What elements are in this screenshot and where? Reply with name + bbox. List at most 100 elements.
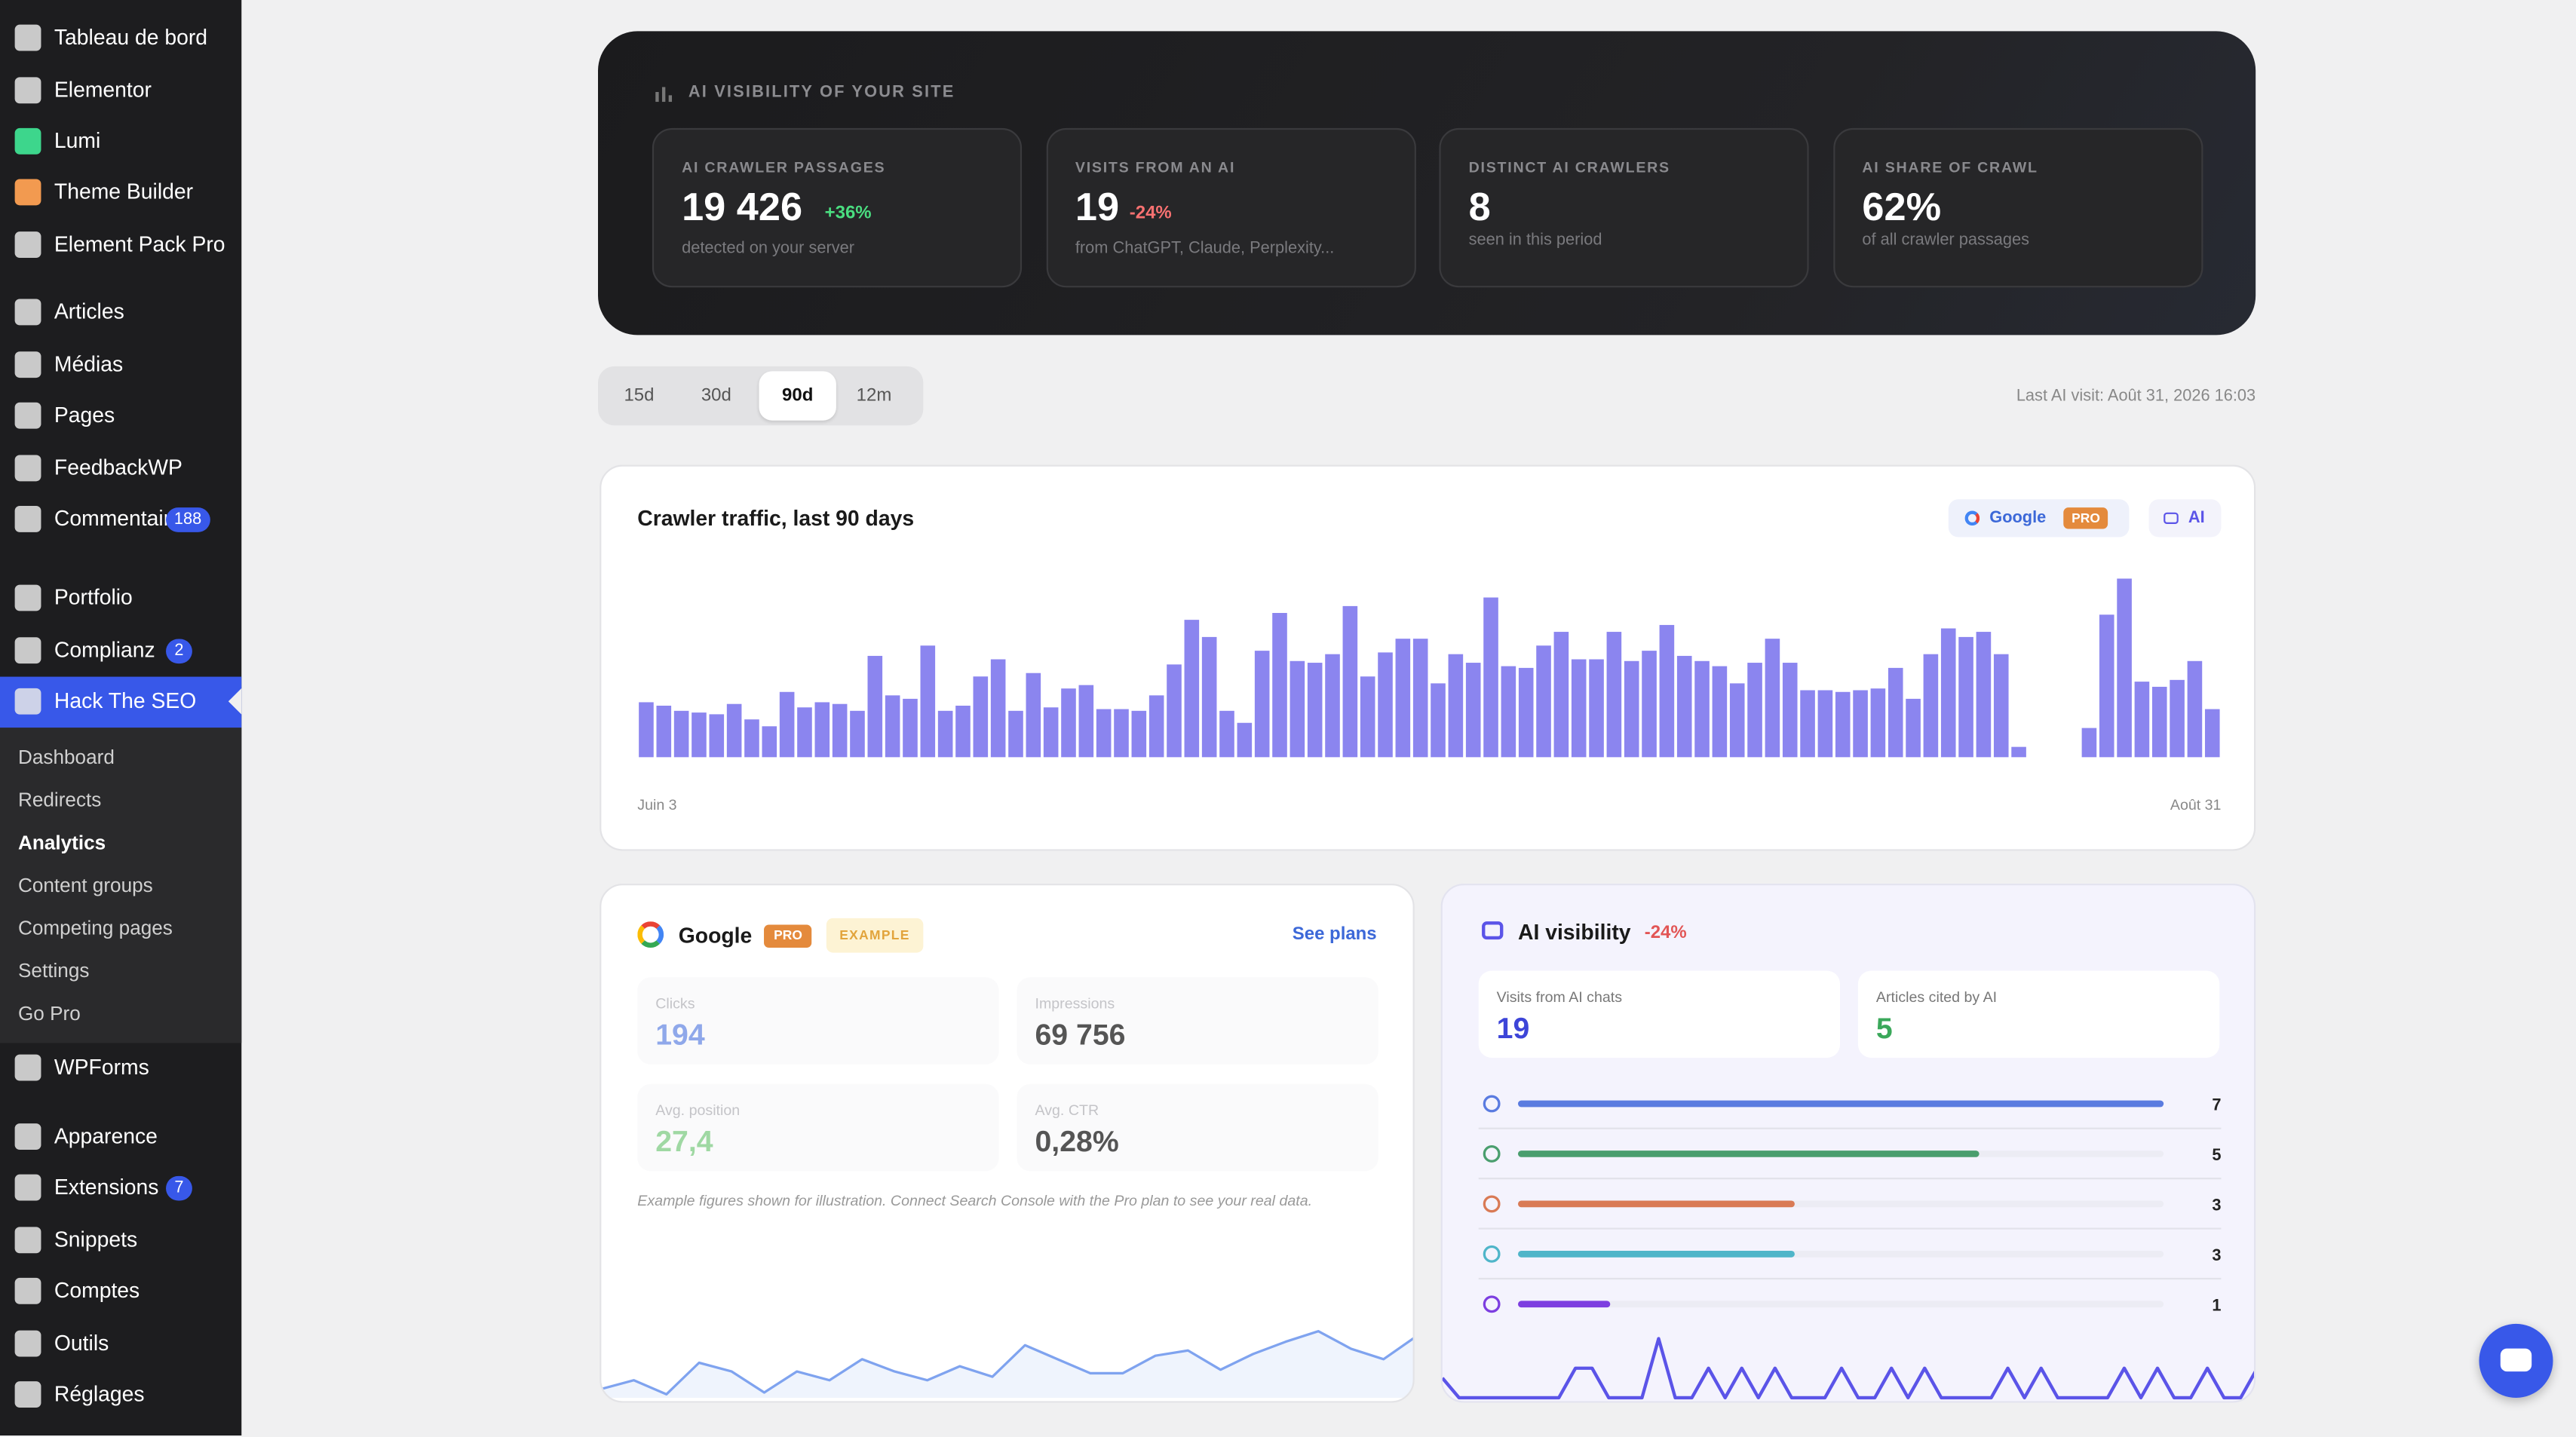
bar — [1378, 652, 1393, 758]
bar — [955, 705, 971, 758]
bar — [1167, 664, 1182, 758]
menu-label[interactable]: Extensions — [54, 1174, 159, 1200]
bar — [2011, 746, 2026, 758]
submenu-item[interactable]: Dashboard — [17, 746, 115, 769]
bar — [973, 676, 989, 758]
menu-label[interactable]: WPForms — [54, 1054, 149, 1080]
source-icon — [1483, 1195, 1501, 1213]
menu-label[interactable]: Tableau de bord — [54, 24, 208, 50]
menu-label[interactable]: FeedbackWP — [54, 455, 182, 480]
submenu-item[interactable]: Analytics — [17, 831, 106, 854]
bar — [1835, 691, 1851, 758]
bar — [1290, 660, 1305, 758]
metric-value: 27,4 — [655, 1125, 713, 1158]
source-icon — [1483, 1295, 1501, 1313]
menu-label[interactable]: Outils — [54, 1330, 109, 1356]
menu-label[interactable]: Snippets — [54, 1227, 138, 1252]
filter-chip[interactable]: Google PRO — [1948, 499, 2130, 538]
icon-bar — [655, 91, 659, 103]
kpi-label: VISITS FROM AN AI — [1075, 159, 1236, 176]
period-button[interactable]: 30d — [701, 385, 731, 406]
bar — [1642, 651, 1657, 758]
source-icon — [1483, 1245, 1501, 1263]
bar — [1184, 620, 1200, 758]
bar — [1254, 651, 1270, 758]
menu-label[interactable]: Réglages — [54, 1381, 145, 1406]
metric-label: Visits from AI chats — [1496, 988, 1623, 1006]
chat-button[interactable] — [2479, 1323, 2553, 1398]
bar — [1940, 628, 1956, 758]
bar — [2204, 709, 2220, 758]
kpi-value: 19 — [1075, 185, 1120, 230]
filter-chip[interactable]: AI — [2148, 499, 2222, 538]
menu-label[interactable]: Comptes — [54, 1277, 140, 1303]
period-switch: 15d 30d 90d 12m — [597, 366, 924, 426]
menu-label[interactable]: Médias — [54, 351, 124, 376]
metric-value: 5 — [1875, 1011, 1893, 1045]
submenu-item[interactable]: Go Pro — [17, 1001, 81, 1025]
kpi-label: AI SHARE OF CRAWL — [1862, 159, 2038, 176]
period-button[interactable]: 15d — [624, 385, 655, 406]
x-tick-label: Août 31 — [2170, 797, 2222, 813]
metric-label: Avg. CTR — [1035, 1101, 1099, 1119]
active-arrow — [228, 688, 242, 715]
value-label: 7 — [2212, 1095, 2221, 1114]
see-plans-link[interactable]: See plans — [1292, 924, 1377, 945]
bar — [1342, 605, 1358, 758]
bar — [639, 702, 654, 758]
sparkline — [601, 1330, 1413, 1398]
menu-label[interactable]: Pages — [54, 402, 115, 427]
bar — [903, 698, 918, 758]
value-label: 1 — [2212, 1295, 2221, 1314]
metric-value: 19 — [1496, 1011, 1530, 1045]
bar — [1096, 709, 1112, 758]
period-button[interactable]: 90d — [759, 371, 836, 421]
menu-badge: 7 — [166, 1175, 192, 1201]
menu-icon — [14, 351, 41, 378]
bar — [1360, 676, 1375, 758]
submenu-item[interactable]: Settings — [17, 959, 90, 982]
menu-label[interactable]: Articles — [54, 299, 124, 324]
menu-label[interactable]: Complianz — [54, 637, 155, 662]
menu-label[interactable]: Theme Builder — [54, 179, 194, 204]
period-button[interactable]: 12m — [856, 385, 892, 406]
bar — [1624, 660, 1639, 758]
submenu-item[interactable]: Competing pages — [17, 916, 173, 940]
menu-badge: 2 — [166, 639, 192, 664]
menu-icon — [14, 127, 41, 155]
kpi-note: detected on your server — [682, 240, 854, 259]
chat-icon — [2500, 1348, 2532, 1372]
card-title: AI visibility — [1517, 919, 1631, 945]
hero-title: AI VISIBILITY OF YOUR SITE — [688, 84, 955, 103]
bar — [673, 710, 689, 758]
menu-label[interactable]: Apparence — [54, 1123, 158, 1148]
menu-label[interactable]: Hack The SEO — [54, 688, 197, 713]
menu-label[interactable]: Element Pack Pro — [54, 231, 225, 256]
menu-icon — [14, 1330, 41, 1357]
bar — [1307, 663, 1323, 758]
menu-label[interactable]: Elementor — [54, 77, 152, 103]
ai-card: AI visibility -24% Visits from AI chats 19 A… — [1440, 884, 2256, 1403]
sidebar: Tableau de bord Elementor Lumi Theme Builde… — [0, 0, 242, 1436]
bar — [1148, 695, 1164, 758]
bar — [814, 702, 830, 758]
bar — [1131, 710, 1147, 758]
bar — [1517, 1301, 1611, 1308]
bar — [2081, 728, 2097, 758]
kpi-delta: +36% — [824, 204, 872, 224]
metric-box: Clicks 194 — [637, 977, 999, 1065]
submenu-item[interactable]: Content groups — [17, 873, 153, 897]
bar — [1747, 663, 1762, 758]
bar — [2117, 578, 2132, 758]
bar — [1201, 636, 1217, 758]
submenu-item[interactable]: Redirects — [17, 788, 102, 812]
icon-bar — [661, 87, 666, 103]
menu-label[interactable]: Lumi — [54, 127, 101, 153]
bar — [2099, 614, 2114, 758]
menu-label[interactable]: Portfolio — [54, 584, 133, 610]
metric-label: Impressions — [1035, 995, 1115, 1012]
bar — [1395, 639, 1411, 758]
bar — [1676, 655, 1692, 758]
